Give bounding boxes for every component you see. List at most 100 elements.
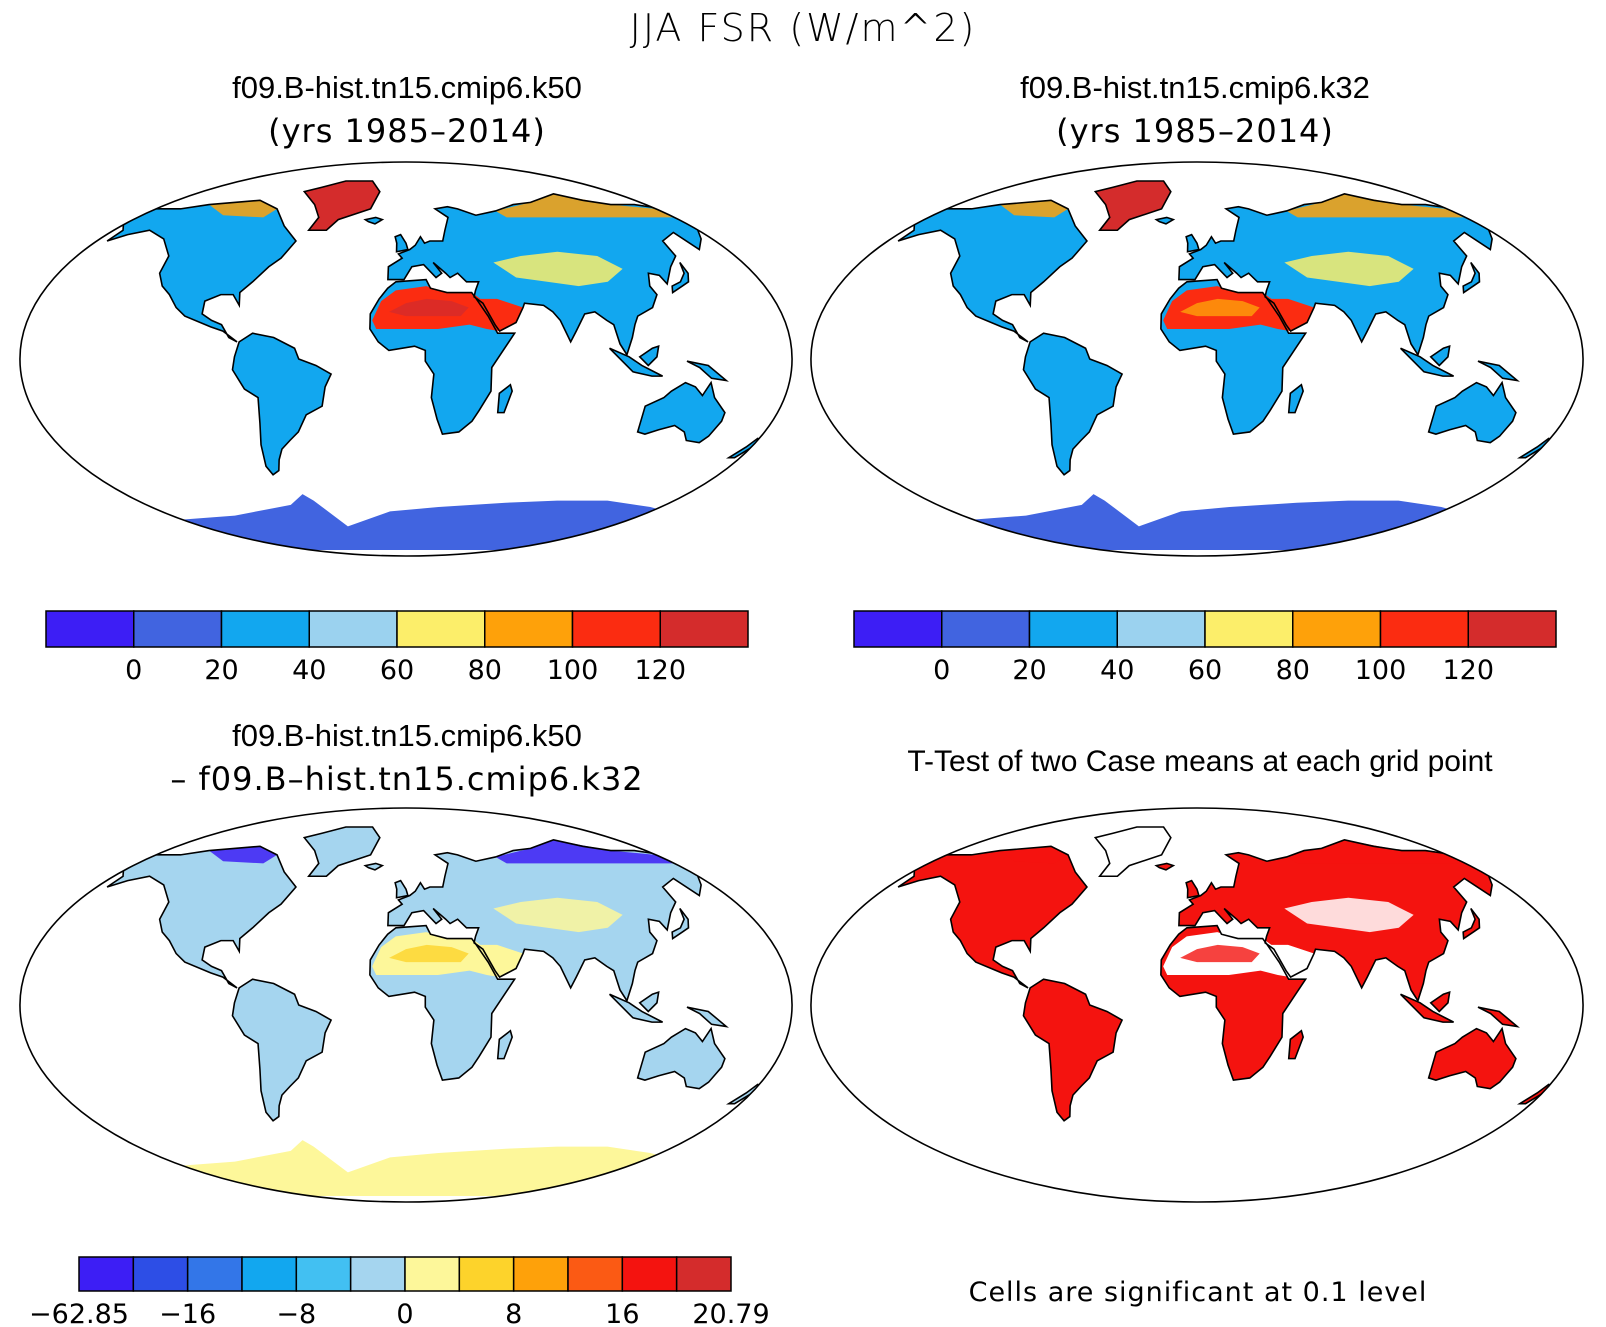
coastline-eurasia — [387, 839, 715, 1003]
panel-k50-subtitle: (yrs 1985–2014) — [268, 112, 546, 150]
colorbar-tick-label: 120 — [1442, 655, 1494, 686]
colorbar-box — [567, 1256, 624, 1292]
coastline-eurasia — [1178, 193, 1506, 357]
region-central-asia — [1284, 251, 1414, 287]
colorbar-box — [458, 1256, 515, 1292]
colorbar-box — [241, 1256, 298, 1292]
land-namerica — [898, 200, 1087, 342]
land-greenland — [1095, 826, 1171, 877]
colorbar-box — [308, 610, 398, 648]
map-land-layer — [106, 180, 765, 550]
colorbar-tick-label: 40 — [292, 655, 326, 686]
colorbar-tick-label: 16 — [605, 1299, 639, 1327]
land-greenland — [304, 180, 380, 231]
colorbar-tick-label: −8 — [276, 1299, 316, 1327]
land-madagascar — [1288, 384, 1304, 413]
map-k50 — [19, 161, 793, 557]
map-land-layer — [106, 826, 765, 1196]
map-land-layer — [897, 826, 1556, 1196]
land-japan — [672, 908, 689, 939]
colorbar-box — [133, 610, 223, 648]
coastline-eurasia — [1178, 839, 1506, 1003]
colorbar-box — [1467, 610, 1557, 648]
coastline-newguinea — [686, 1006, 729, 1028]
coastline-uk — [1185, 879, 1200, 899]
region-sahara-core — [389, 298, 469, 317]
colorbar-box — [396, 610, 486, 648]
land-uk — [395, 234, 408, 252]
colorbar-box — [1116, 610, 1206, 648]
coastline-japan — [671, 907, 690, 940]
colorbar-tick-label: 8 — [505, 1299, 522, 1327]
coastline-iceland — [1154, 216, 1176, 225]
coastline-australia — [636, 1026, 726, 1090]
coastline-madagascar — [496, 383, 514, 414]
coastline-eurasia — [387, 193, 715, 357]
land-australia — [1428, 1028, 1516, 1089]
colorbar-tick-label: 120 — [634, 655, 686, 686]
region-sahara-core — [1180, 944, 1260, 963]
coastline-newguinea — [1477, 1006, 1520, 1028]
coastline-africa — [1160, 278, 1308, 435]
colorbar-box — [45, 610, 135, 648]
coastline-japan — [671, 261, 690, 294]
colorbar-box — [186, 1256, 243, 1292]
map-land-layer — [897, 180, 1556, 550]
land-antarctica — [906, 1140, 1471, 1196]
coastline-samerica — [1022, 978, 1124, 1122]
colorbar-box — [1292, 610, 1382, 648]
colorbar-tick-label: 0 — [125, 655, 142, 686]
panel-ttest-title: T-Test of two Case means at each grid po… — [907, 745, 1493, 778]
map-frame — [19, 807, 793, 1203]
colorbar-box — [1028, 610, 1118, 648]
colorbar-box — [220, 610, 310, 648]
region-arctic-canada — [1000, 846, 1069, 864]
panel-diff-title: f09.B-hist.tn15.cmip6.k50 — [232, 718, 582, 753]
map-ttest — [810, 807, 1584, 1203]
coastline-iceland — [363, 862, 385, 871]
colorbar-box — [571, 610, 661, 648]
colorbar-tick-label: 0 — [396, 1299, 413, 1327]
coastline-madagascar — [1287, 383, 1305, 414]
region-central-asia — [493, 251, 623, 287]
coastline-uk — [394, 879, 409, 899]
colorbar-box — [675, 1256, 732, 1292]
map-k32 — [810, 161, 1584, 557]
coastline-africa — [369, 924, 517, 1081]
land-australia — [637, 1028, 725, 1089]
land-namerica — [107, 200, 296, 342]
region-sahara-core — [389, 944, 469, 963]
coastline-borneo — [638, 990, 660, 1013]
coastline-australia — [1427, 1026, 1517, 1090]
colorbar-k32: 0 20 40 60 80 100 120 — [853, 610, 1557, 686]
panel-k50-title: f09.B-hist.tn15.cmip6.k50 — [232, 70, 582, 105]
coastline-madagascar — [496, 1029, 514, 1060]
coastline-namerica — [897, 845, 1088, 989]
region-arctic-siberia — [495, 839, 705, 864]
colorbar-tick-label: −62.85 — [29, 1299, 129, 1327]
coastline-japan — [1462, 907, 1481, 940]
region-arctic-canada — [209, 200, 278, 218]
land-antarctica — [906, 494, 1471, 550]
colorbar-tick-label: 100 — [547, 655, 599, 686]
colorbar-box — [404, 1256, 461, 1292]
coastline-namerica — [106, 845, 297, 989]
colorbar-box — [659, 610, 749, 648]
land-australia — [1428, 382, 1516, 443]
map-frame — [19, 161, 793, 557]
land-madagascar — [497, 1030, 513, 1059]
colorbar-tick-label: 20.79 — [692, 1299, 769, 1327]
coastline-australia — [1427, 380, 1517, 444]
colorbar-box — [484, 610, 574, 648]
colorbar-box — [132, 1256, 189, 1292]
coastline-indonesia — [1400, 993, 1454, 1023]
colorbar-tick-label: 60 — [380, 655, 414, 686]
coastline-borneo — [638, 344, 660, 367]
coastline-indonesia — [609, 347, 663, 377]
land-namerica — [107, 846, 296, 988]
colorbar-tick-label: 20 — [204, 655, 238, 686]
colorbar-tick-label: 80 — [468, 655, 502, 686]
region-arctic-siberia — [495, 193, 705, 218]
coastline-africa — [369, 278, 517, 435]
colorbar-box — [512, 1256, 569, 1292]
